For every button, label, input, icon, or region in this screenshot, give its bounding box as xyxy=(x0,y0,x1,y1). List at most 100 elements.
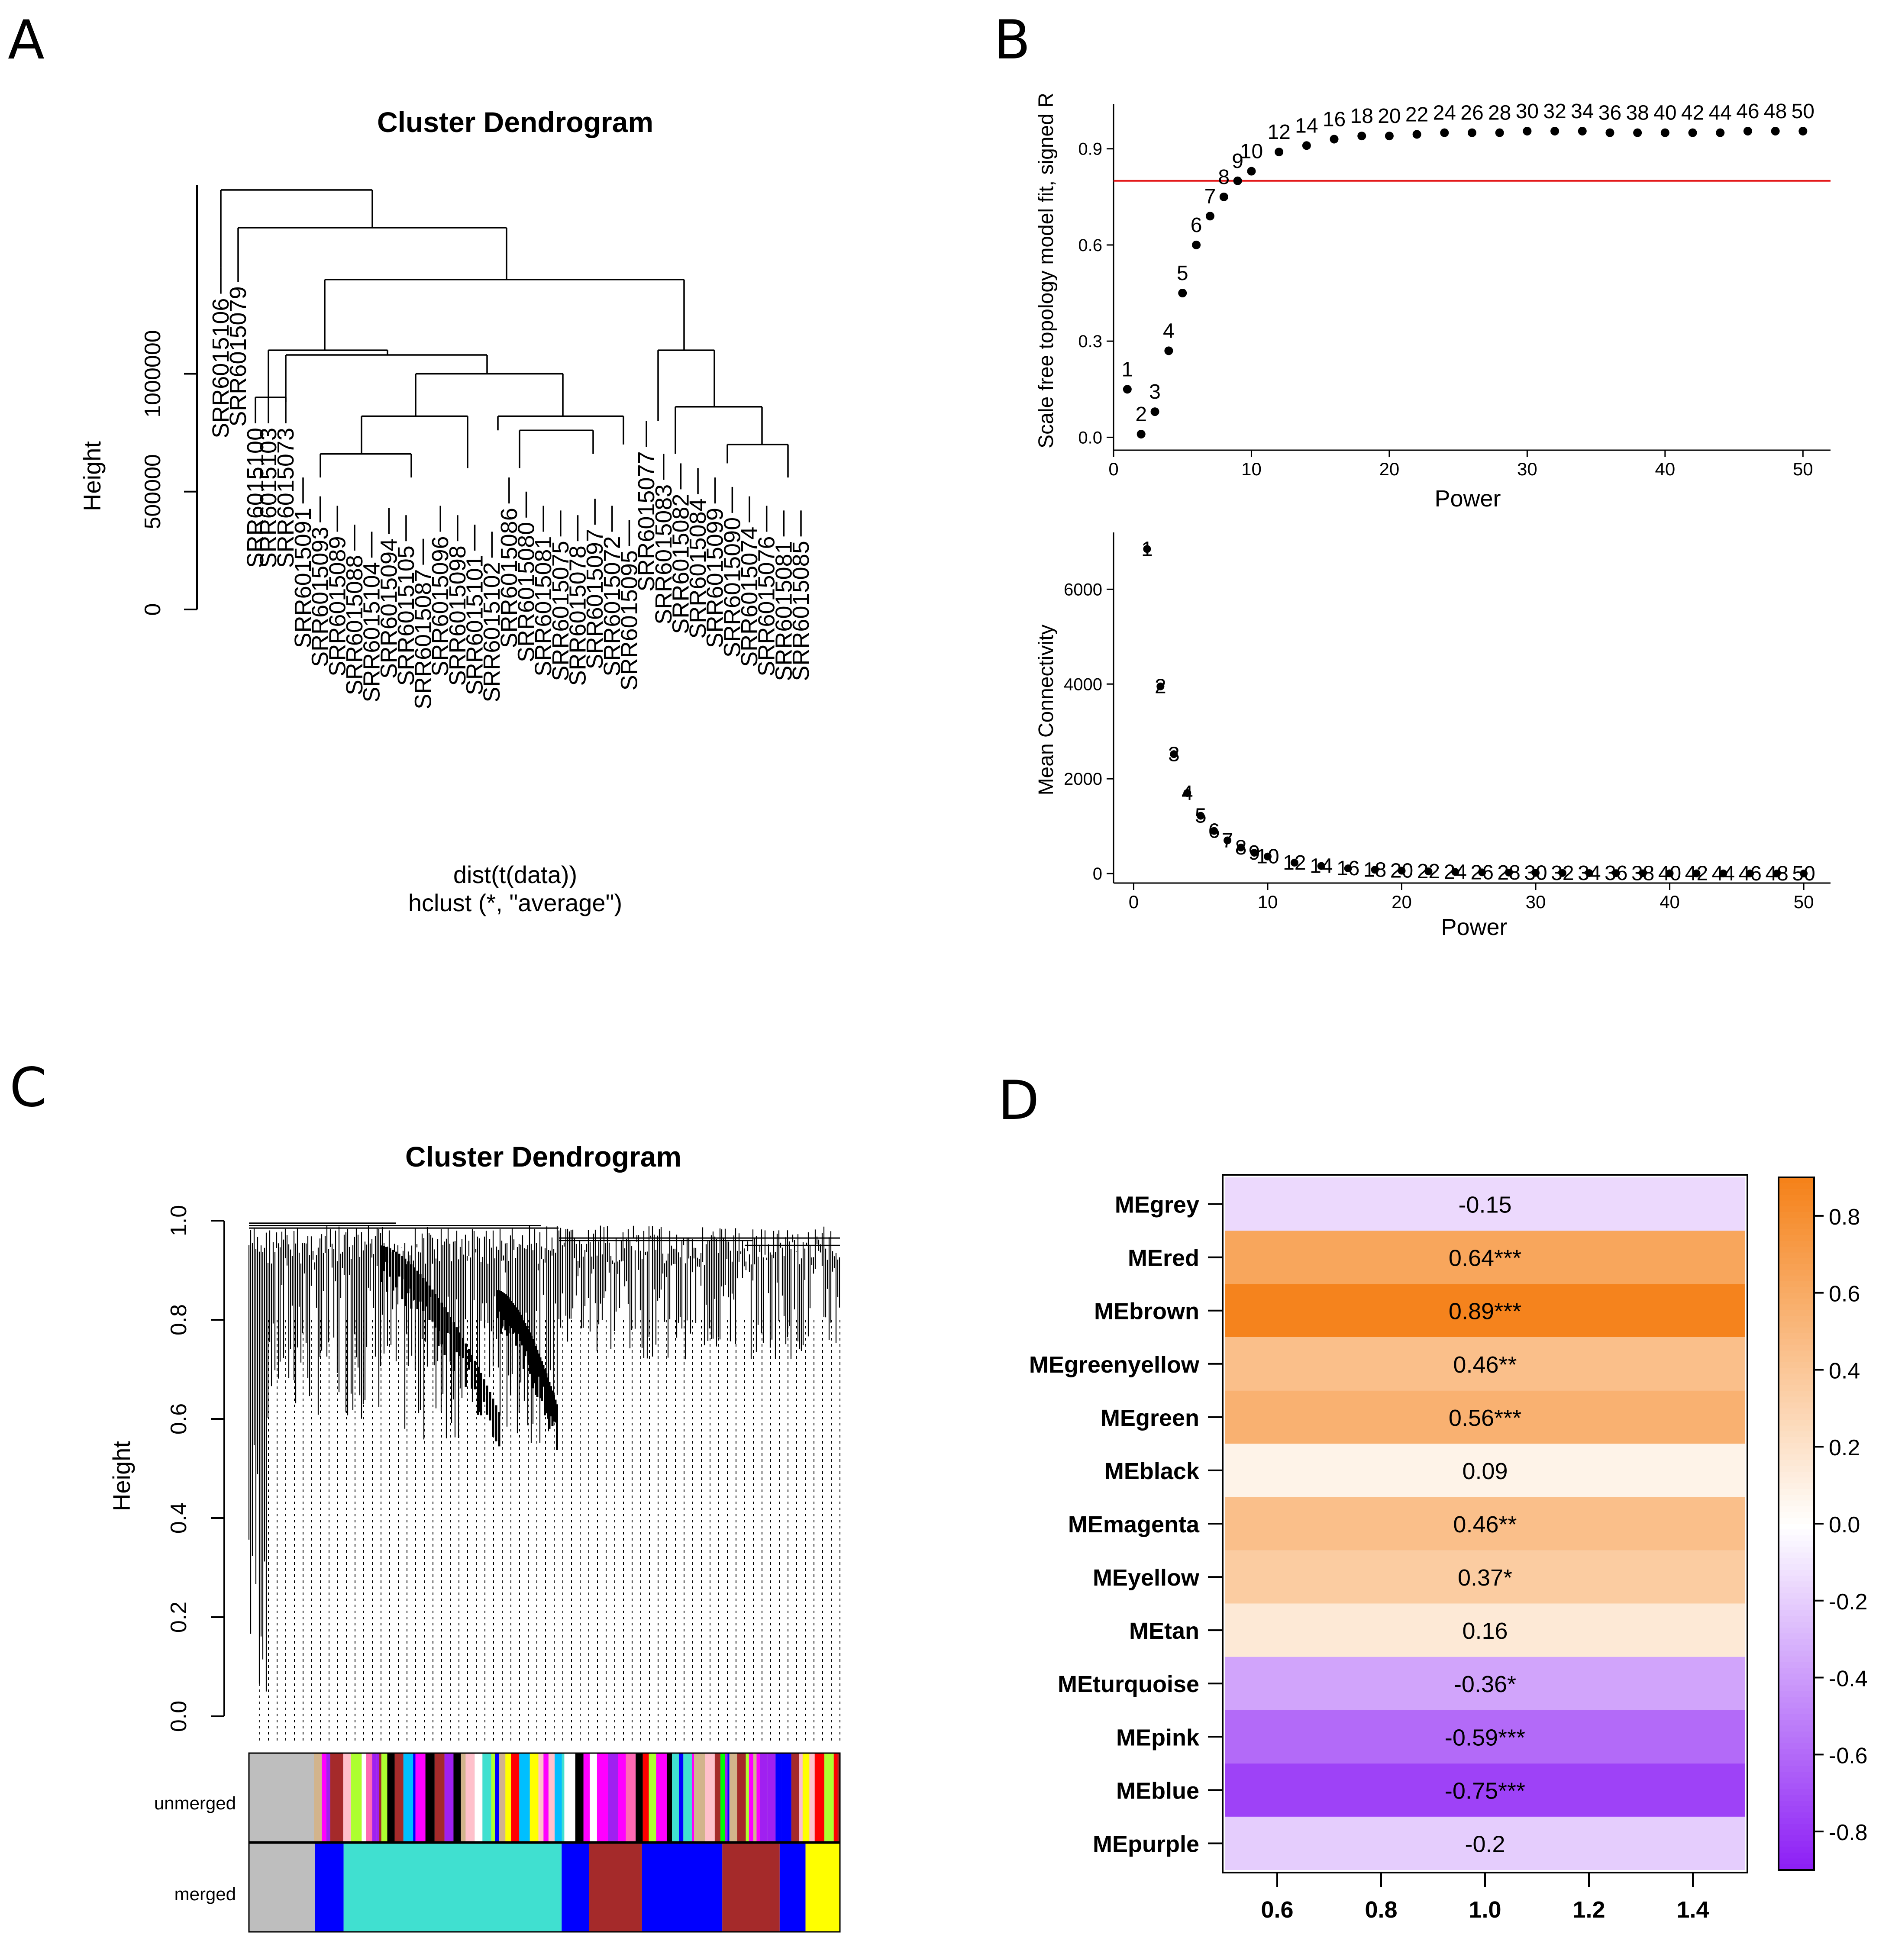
panel-b-top-point-label: 10 xyxy=(1240,140,1263,163)
panel-b-bottom-point xyxy=(1478,868,1486,877)
panel-c-merged-segment xyxy=(805,1843,840,1932)
panel-a-leaf-label: SRR6015084 xyxy=(685,498,711,638)
panel-b-bottom-ylabel: Mean Connectivity xyxy=(1035,625,1058,796)
panel-d-row-label: MEbrown xyxy=(1094,1299,1199,1325)
panel-c-unmerged-segment xyxy=(413,1753,416,1842)
panel-d-colorbar-step xyxy=(1779,1420,1814,1426)
panel-c-merged-border xyxy=(248,1842,841,1933)
panel-a-title: Cluster Dendrogram xyxy=(377,106,653,138)
panel-a-leaf-label: SRR6015088 xyxy=(342,555,368,695)
panel-a-leaf-label: SRR6015096 xyxy=(427,536,453,676)
panel-c-unmerged-segment xyxy=(387,1753,395,1842)
panel-d-colorbar-step xyxy=(1779,1327,1814,1334)
panel-b-top-point-label: 38 xyxy=(1626,102,1649,125)
panel-d-colorbar-step xyxy=(1779,1795,1814,1801)
panel-d-colorbar-step xyxy=(1779,1466,1814,1472)
panel-b-bottom-point xyxy=(1156,682,1165,690)
panel-b-top-point-label: 5 xyxy=(1177,262,1188,285)
panel-d-colorbar-step xyxy=(1779,1628,1814,1634)
panel-b-top-point-label: 48 xyxy=(1764,100,1787,123)
panel-b-top-point-label: 44 xyxy=(1709,102,1732,125)
panel-d-colorbar-step xyxy=(1779,1460,1814,1467)
panel-d-row-label: MEtan xyxy=(1129,1618,1199,1644)
panel-c-merged-segment xyxy=(590,1843,642,1932)
panel-d-colorbar-step xyxy=(1779,1425,1814,1432)
panel-b-bottom-point xyxy=(1532,869,1540,877)
panel-d-colorbar-step xyxy=(1779,1362,1814,1368)
panel-d-colorbar-tick-label: 0.4 xyxy=(1829,1358,1860,1383)
panel-c-unmerged-segment xyxy=(376,1753,379,1842)
panel-c-unmerged-segment xyxy=(597,1753,608,1842)
panel-c-unmerged-segment xyxy=(781,1753,791,1842)
panel-d-colorbar-step xyxy=(1779,1339,1814,1345)
panel-c-y-tick-label: 0.6 xyxy=(166,1403,191,1435)
panel-d-colorbar-step xyxy=(1779,1656,1814,1663)
panel-d-colorbar-step xyxy=(1779,1616,1814,1622)
panel-d-colorbar-step xyxy=(1779,1189,1814,1195)
panel-d-colorbar-step xyxy=(1779,1552,1814,1559)
panel-b-top-ylabel: Scale free topology model fit, signed R xyxy=(1035,93,1058,448)
panel-d-colorbar-step xyxy=(1779,1229,1814,1236)
panel-c-unmerged-segment xyxy=(694,1753,705,1842)
panel-b-bottom-point-label: 34 xyxy=(1578,862,1601,885)
panel-c-unmerged-segment xyxy=(434,1753,445,1842)
panel-b-bottom-point xyxy=(1505,868,1513,877)
panel-c-y-tick-label: 0.2 xyxy=(166,1602,191,1633)
panel-b-top-point-label: 30 xyxy=(1516,100,1539,123)
panel-d-colorbar-step xyxy=(1779,1344,1814,1351)
panel-d-row-label: MEgreenyellow xyxy=(1029,1352,1200,1378)
panel-d-colorbar-step xyxy=(1779,1691,1814,1697)
panel-b-top-x-tick-label: 20 xyxy=(1379,459,1400,479)
panel-b-bottom-point xyxy=(1666,869,1674,877)
panel-c-unmerged-segment xyxy=(519,1753,530,1842)
panel-d-colorbar-step xyxy=(1779,1564,1814,1570)
panel-b-top-x-tick-label: 50 xyxy=(1793,459,1813,479)
panel-d-colorbar-step xyxy=(1779,1518,1814,1524)
panel-c-unmerged-segment xyxy=(746,1753,749,1842)
panel-b-top-point-label: 16 xyxy=(1323,108,1346,131)
panel-d-colorbar-step xyxy=(1779,1853,1814,1859)
panel-d-colorbar-tick-label: 0.6 xyxy=(1829,1282,1860,1307)
panel-b-top-point-label: 20 xyxy=(1378,105,1401,128)
panel-b-bottom-point-label: 32 xyxy=(1551,862,1574,885)
panel-d-colorbar-tick-label: -0.2 xyxy=(1829,1589,1868,1615)
panel-b-top-point xyxy=(1275,148,1284,157)
panel-b-top-x-tick-label: 0 xyxy=(1108,459,1118,479)
panel-d-colorbar-step xyxy=(1779,1500,1814,1507)
panel-c-unmerged-segment xyxy=(791,1753,800,1842)
panel-b-bottom-point xyxy=(1290,858,1298,867)
panel-c-unmerged-segment xyxy=(590,1753,597,1842)
panel-d-row-label: MEred xyxy=(1128,1245,1199,1271)
panel-b-top-point-label: 8 xyxy=(1218,166,1230,189)
panel-d-colorbar-step xyxy=(1779,1200,1814,1207)
panel-b-bottom-point xyxy=(1639,869,1647,877)
panel-b-bottom-y-tick-label: 0 xyxy=(1093,864,1102,883)
panel-c-unmerged-segment xyxy=(326,1753,330,1842)
panel-d-x-tick-label: 0.6 xyxy=(1261,1897,1293,1923)
panel-d-cell xyxy=(1225,1816,1745,1870)
panel-d-cell-text: -0.15 xyxy=(1458,1192,1511,1218)
panel-a-tree xyxy=(220,189,802,565)
panel-a-leaf-label: SRR6015102 xyxy=(479,562,505,702)
panel-b-top-point-label: 7 xyxy=(1204,185,1216,208)
panel-d-colorbar-step xyxy=(1779,1593,1814,1599)
panel-c-unmerged-segment xyxy=(575,1753,584,1842)
panel-b-top-point-label: 24 xyxy=(1433,102,1456,125)
panel-b-top-point-label: 26 xyxy=(1460,102,1483,125)
panel-b-top-y-tick-label: 0.6 xyxy=(1078,236,1102,255)
panel-c-unmerged-segment xyxy=(705,1753,715,1842)
panel-b-top-point xyxy=(1468,128,1476,137)
panel-d-heatmap: -0.15 0.64*** 0.89*** 0.46** 0.56*** 0.09 0.46… xyxy=(1029,1174,1868,1923)
panel-d-cell-text: 0.16 xyxy=(1462,1618,1508,1644)
panel-d-colorbar-step xyxy=(1779,1472,1814,1478)
panel-b-top-x-tick-label: 10 xyxy=(1241,459,1262,479)
panel-c-unmerged-segment xyxy=(618,1753,626,1842)
panel-d-x-axis: 0.6 0.8 1.0 1.2 1.4 xyxy=(1261,1873,1709,1923)
panel-a-leaf-label: SRR6015098 xyxy=(445,545,471,686)
panel-a-leaf-label: SRR6015078 xyxy=(565,545,591,686)
panel-c-unmerged-segment xyxy=(366,1753,372,1842)
panel-d-colorbar-tick-label: -0.8 xyxy=(1829,1820,1868,1845)
panel-d-colorbar-step xyxy=(1779,1639,1814,1645)
panel-c-title: Cluster Dendrogram xyxy=(405,1141,681,1173)
